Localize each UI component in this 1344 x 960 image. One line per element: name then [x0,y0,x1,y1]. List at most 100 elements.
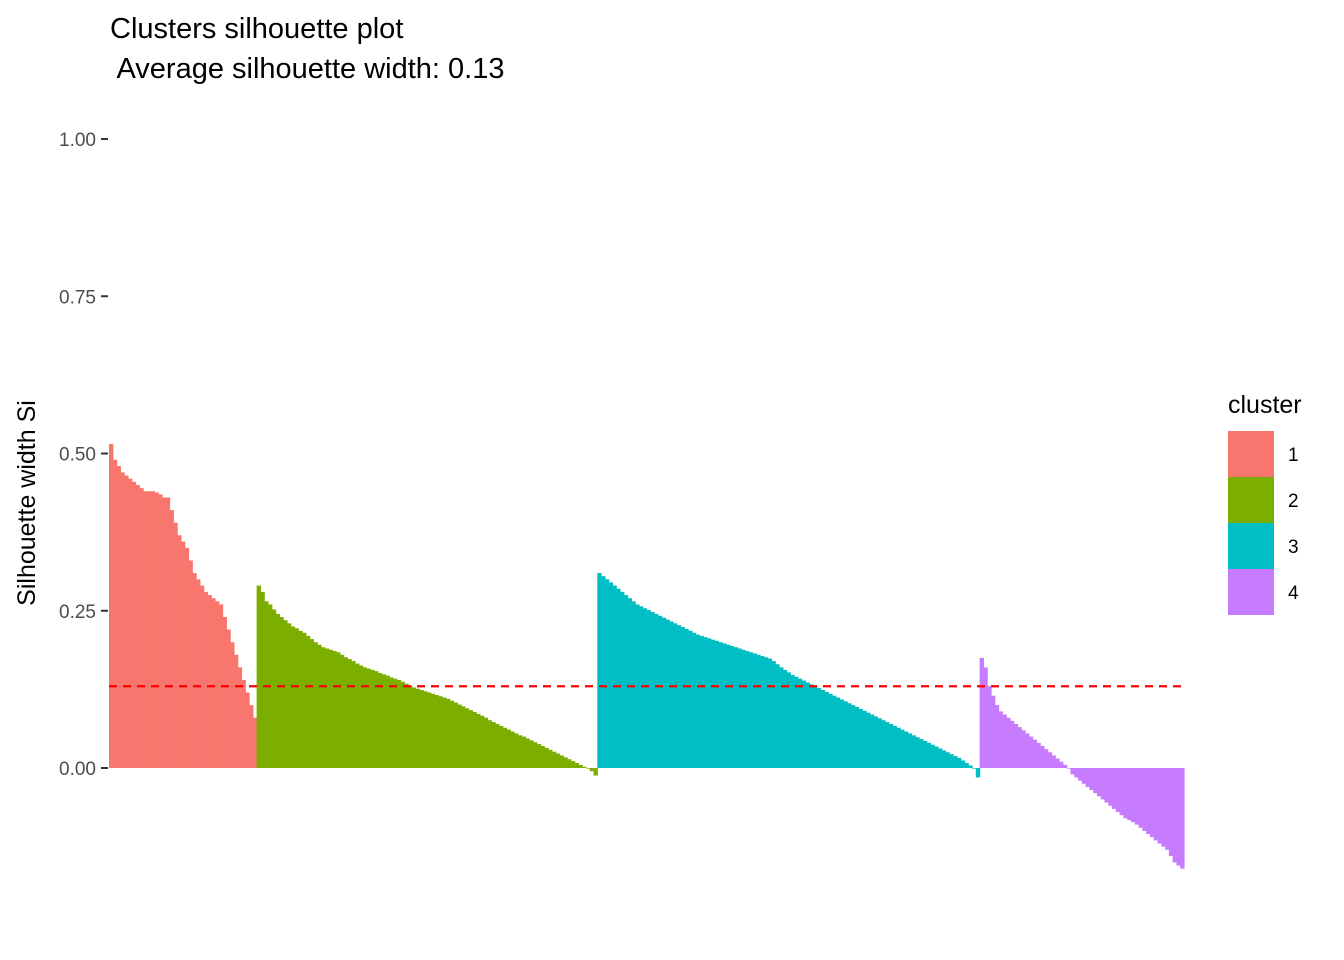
cluster-3-bar-94 [949,754,954,768]
cluster-4-bar-1 [979,657,984,768]
cluster-3-bar-99 [968,765,973,768]
cluster-1-bar-4 [120,472,125,768]
cluster-1-bar-21 [184,547,190,768]
cluster-4-bar-43 [1138,768,1143,828]
cluster-4-bar-45 [1146,768,1151,835]
y-axis: 0.00 0.25 0.50 0.75 1.00 [59,130,108,780]
cluster-3-bar-76 [881,720,886,768]
cluster-3-bar-87 [922,740,928,768]
cluster-3-bar-50 [782,669,788,768]
cluster-2-bar-39 [400,681,405,768]
cluster-3-bar-81 [900,729,905,768]
cluster-2-bar-7 [279,617,284,768]
cluster-3-bar-13 [642,608,648,768]
cluster-3-bar-83 [907,733,913,768]
cluster-3-bar-88 [926,742,931,768]
cluster-3-bars [597,573,981,778]
cluster-4-bar-34 [1104,768,1109,803]
cluster-1-bar-24 [196,579,201,768]
cluster-2-bar-15 [309,639,315,768]
cluster-3-bar-31 [710,639,716,768]
cluster-4-bar-8 [1006,717,1011,768]
cluster-1-bar-13 [154,492,159,768]
legend: cluster 1 2 3 4 [1228,391,1302,615]
cluster-2-bar-1 [256,585,262,768]
cluster-2-bar-6 [275,613,280,768]
cluster-2-bar-74 [532,742,538,768]
cluster-3-bar-72 [866,712,871,768]
cluster-4-bar-48 [1157,768,1162,844]
cluster-4-bar-51 [1168,768,1174,857]
cluster-2-bar-18 [320,647,326,768]
cluster-2-bar-50 [442,697,447,768]
cluster-2-bar-30 [366,668,371,768]
cluster-1-bar-22 [188,560,193,768]
cluster-3-bar-53 [794,676,799,768]
cluster-4-bar-47 [1153,768,1159,841]
cluster-2-bar-61 [483,717,489,768]
cluster-1-bars [109,444,258,768]
cluster-3-bar-79 [892,725,897,768]
cluster-1-bar-20 [180,541,186,768]
cluster-2-bar-57 [468,710,473,768]
cluster-2-bar-75 [536,744,542,768]
cluster-3-bar-20 [669,621,674,768]
cluster-4-bar-15 [1032,739,1037,768]
cluster-3-bar-26 [691,632,697,768]
cluster-2-bar-22 [336,652,341,768]
cluster-3-bar-58 [813,686,818,768]
cluster-4-bar-14 [1028,736,1034,768]
cluster-3-bar-67 [847,703,852,768]
cluster-1-bar-33 [230,642,235,768]
cluster-3-bar-2 [601,576,606,768]
cluster-2-bar-20 [328,649,333,768]
cluster-3-bar-69 [854,706,860,768]
cluster-3-bar-49 [778,667,784,768]
cluster-2-bar-72 [525,738,530,768]
cluster-2-bar-29 [362,667,367,768]
cluster-2-bar-3 [264,601,269,768]
cluster-3-bar-9 [627,598,632,768]
cluster-2-bar-9 [286,623,292,768]
cluster-2-bar-52 [449,700,455,768]
cluster-3-bar-36 [729,645,735,768]
cluster-3-bar-42 [752,653,757,768]
cluster-2-bar-60 [479,715,485,768]
cluster-4-bar-3 [987,686,992,768]
cluster-4-bar-2 [983,667,988,768]
cluster-3-bar-35 [725,644,731,768]
cluster-2-bar-67 [506,729,511,768]
cluster-4-bar-27 [1078,768,1083,781]
cluster-3-bar-44 [760,656,765,768]
cluster-4-bar-41 [1131,768,1136,823]
cluster-3-bar-92 [941,750,947,768]
cluster-1-bar-26 [203,591,209,768]
cluster-4-bar-28 [1081,768,1087,784]
cluster-2-bar-55 [461,706,466,768]
legend-label-2: 2 [1288,491,1299,512]
cluster-2-bar-2 [260,591,265,768]
chart-title: Clusters silhouette plot [110,13,403,45]
cluster-3-bar-54 [797,678,803,768]
legend-swatch-3 [1228,523,1274,569]
chart-subtitle-text: Average silhouette width: 0.13 [116,53,504,85]
cluster-3-bar-77 [884,722,890,768]
cluster-3-bar-1 [597,573,602,768]
cluster-1-bar-11 [146,491,152,768]
cluster-4-bar-9 [1009,720,1015,768]
cluster-4-bar-26 [1074,768,1079,778]
cluster-3-bar-61 [824,691,829,768]
cluster-4-bar-12 [1021,730,1026,768]
cluster-4-bar-23 [1062,764,1068,768]
cluster-3-bar-11 [635,604,640,768]
cluster-3-bar-3 [604,579,610,768]
cluster-1-bar-31 [222,617,227,768]
cluster-3-bar-63 [831,695,837,768]
legend-items: 1 2 3 4 [1228,431,1299,615]
cluster-3-bar-101 [975,768,981,778]
cluster-2-bar-76 [540,745,545,768]
cluster-4-bar-22 [1059,761,1064,768]
cluster-2-bar-54 [457,704,462,768]
cluster-2-bar-45 [423,691,428,768]
legend-label-1: 1 [1288,445,1299,466]
